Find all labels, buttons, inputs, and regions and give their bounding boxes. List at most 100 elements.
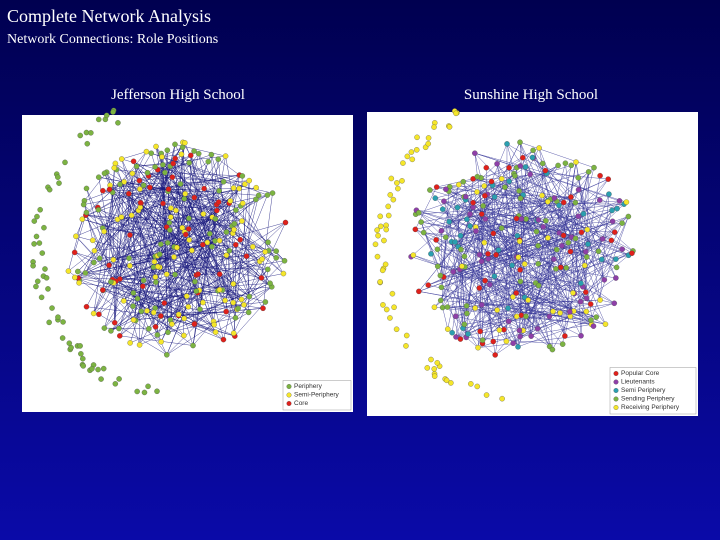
edge (182, 142, 186, 194)
node (493, 252, 499, 258)
node (111, 165, 117, 171)
node (253, 196, 259, 203)
node (235, 305, 241, 312)
node (555, 162, 561, 169)
node (117, 333, 123, 339)
legend-marker (286, 392, 292, 398)
node (609, 207, 615, 214)
edge (481, 196, 572, 305)
node (504, 141, 510, 147)
node (157, 251, 163, 257)
node (434, 263, 441, 270)
edge (442, 209, 553, 350)
node (246, 177, 252, 184)
node (101, 325, 108, 331)
node (433, 184, 440, 190)
node (374, 253, 381, 260)
node (460, 178, 467, 185)
node (575, 186, 582, 193)
node (83, 209, 90, 216)
edge (215, 312, 249, 333)
node (136, 177, 143, 184)
edge (164, 250, 193, 304)
node (476, 285, 483, 291)
node (230, 299, 236, 306)
edge (421, 221, 587, 258)
edge (98, 209, 168, 355)
node (431, 366, 437, 372)
node (78, 351, 84, 357)
node (467, 223, 473, 229)
edge (463, 181, 474, 203)
node (529, 154, 536, 161)
node (387, 192, 394, 198)
node (146, 326, 152, 332)
node (189, 247, 195, 254)
node (570, 290, 576, 296)
node (35, 278, 41, 285)
node (137, 186, 143, 192)
node (112, 381, 119, 387)
edge (109, 185, 156, 278)
node (233, 207, 239, 213)
edge (108, 167, 115, 266)
node (175, 311, 182, 318)
edge (190, 155, 211, 234)
node (110, 256, 117, 263)
edge (537, 202, 564, 329)
node (525, 297, 531, 303)
edge (519, 142, 595, 168)
node (181, 315, 187, 322)
legend-label: Semi-Periphery (294, 392, 340, 399)
node (191, 321, 198, 327)
edge (524, 167, 595, 265)
edge (164, 172, 243, 177)
edge (224, 199, 257, 301)
node (385, 212, 392, 219)
edge (443, 191, 450, 278)
node (211, 321, 217, 328)
node (404, 153, 411, 160)
node (167, 227, 173, 233)
title: Complete Network Analysis (7, 6, 211, 26)
node (476, 251, 483, 258)
edge (207, 242, 263, 260)
edge (560, 162, 577, 268)
node (243, 253, 250, 259)
edge (74, 252, 95, 263)
node (431, 124, 437, 130)
node (127, 262, 133, 269)
node (237, 236, 243, 243)
node (415, 210, 422, 216)
node (412, 226, 419, 233)
edge (437, 181, 510, 267)
edge (464, 324, 479, 348)
node (96, 311, 102, 318)
edge (199, 301, 266, 310)
node (587, 301, 594, 307)
node (611, 300, 618, 307)
edge (578, 216, 605, 280)
node (458, 246, 464, 253)
edge (455, 329, 500, 338)
node (185, 226, 192, 232)
node (191, 148, 197, 154)
node (222, 297, 228, 304)
edge (418, 212, 538, 329)
node (578, 333, 584, 339)
node (91, 247, 98, 254)
node (567, 309, 573, 315)
node (220, 179, 227, 185)
node (513, 313, 520, 320)
node (209, 243, 215, 250)
node (403, 332, 410, 339)
edge (449, 186, 521, 271)
node (495, 247, 502, 253)
edge (512, 200, 620, 344)
edge (104, 327, 149, 330)
node (281, 258, 288, 264)
node (478, 258, 485, 265)
edge (447, 299, 601, 308)
node (282, 219, 289, 226)
legend-label: Periphery (294, 383, 323, 390)
